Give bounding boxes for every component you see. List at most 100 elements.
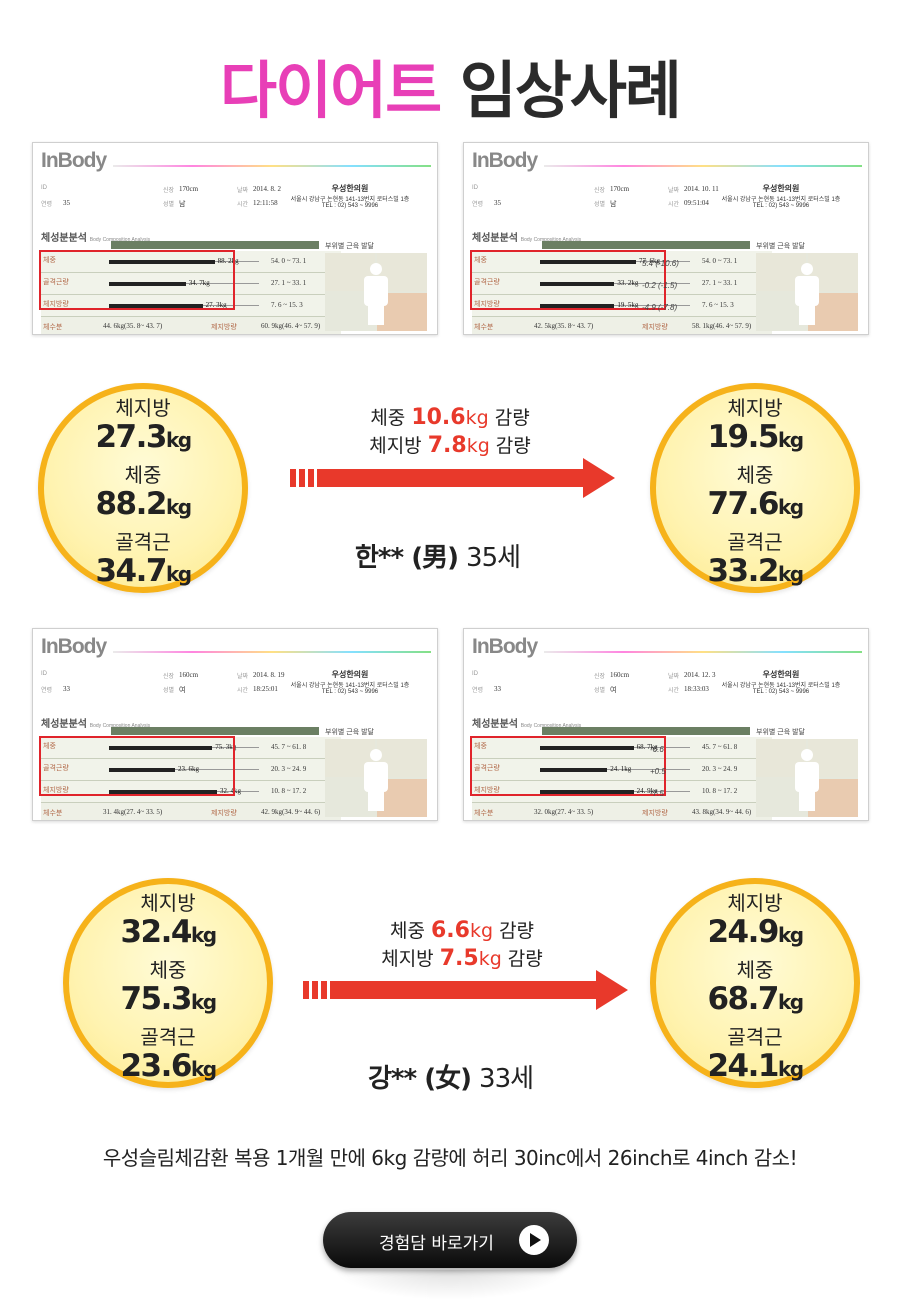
row-range: 20. 3 ~ 24. 9 (702, 765, 738, 773)
composition-rows: 체중 68. 7kg 45. 7 ~ 61. 8 골격근량 24. 1kg 20… (472, 737, 772, 803)
time-label: 시간 (668, 688, 680, 694)
body-icon (793, 263, 821, 325)
fat-label: 체지방 (727, 396, 783, 420)
clinic-name: 우성한의원 (331, 670, 369, 679)
composition-rows: 체중 88. 2kg 54. 0 ~ 73. 1 골격근량 34. 7kg 27… (41, 251, 341, 317)
scale-header (542, 727, 750, 735)
row-label: 골격근량 (43, 279, 69, 286)
patient-label-2: 강** (女) 33세 (368, 1064, 534, 1094)
ffm-label: 제지방량 (211, 323, 237, 331)
report-footer: 체수분 32. 0kg(27. 4~ 33. 5) 제지방량 43. 8kg(3… (472, 803, 772, 820)
segment-body-figure (325, 739, 427, 817)
row-value: 68. 7kg (636, 743, 658, 751)
date-value: 2014. 8. 2 (253, 185, 281, 193)
report-meta: ID 연령 35 신장 170cm 성별 남 날짜 2014. 8. 2 시간 … (41, 183, 429, 213)
age-value: 35 (63, 199, 70, 207)
weight-value: 75.3kg (120, 981, 217, 1017)
clinic-info: 우성한의원 서울시 강남구 논현동 141-13번지 로터스빌 1층 TEL :… (706, 669, 856, 695)
report-footer: 체수분 42. 5kg(35. 8~ 43. 7) 제지방량 58. 1kg(4… (472, 317, 772, 334)
weight-row: 체중 68. 7kg 45. 7 ~ 61. 8 (472, 737, 772, 759)
row-range: 27. 1 ~ 33. 1 (702, 279, 738, 287)
clinic-phone: TEL : 02) 543 ~ 9996 (752, 203, 810, 209)
row-label: 체지방량 (43, 301, 69, 308)
muscle-value: 23.6kg (120, 1048, 217, 1084)
segment-body-figure (325, 253, 427, 331)
section-title: 체성분분석 Body Composition Analysis (41, 719, 151, 730)
value-bar (109, 790, 217, 794)
ffm-label: 제지방량 (642, 323, 668, 331)
sex-value: 남 (610, 200, 617, 208)
age-value: 33 (494, 685, 501, 693)
ffm-value: 58. 1kg(46. 4~ 57. 9) (692, 322, 752, 330)
after-circle-2: 체지방 24.9kg 체중 68.7kg 골격근 24.1kg (650, 878, 860, 1088)
summary-text: 우성슬림체감환 복용 1개월 만에 6kg 감량에 허리 30inc에서 26i… (102, 1146, 798, 1170)
highlight-box (39, 250, 235, 310)
time-label: 시간 (668, 202, 680, 208)
value-bar (540, 790, 634, 794)
row-label: 골격근량 (474, 765, 500, 772)
time-value: 09:51:04 (684, 199, 709, 207)
ffm-label: 제지방량 (211, 809, 237, 817)
sex-value: 여 (610, 686, 617, 694)
clinic-name: 우성한의원 (762, 184, 800, 193)
scale-header (111, 727, 319, 735)
fat-label: 체지방 (140, 891, 196, 915)
muscle-value: 34.7kg (95, 553, 192, 589)
age-label: 연령 (472, 688, 484, 694)
ffm-label: 제지방량 (642, 809, 668, 817)
value-bar (109, 768, 175, 772)
muscle-label: 골격근 (115, 530, 171, 554)
page-title: 다이어트 임상사례 (0, 40, 900, 130)
height-label: 신장 (594, 188, 606, 194)
row-range: 27. 1 ~ 33. 1 (271, 279, 307, 287)
after-circle-1: 체지방 19.5kg 체중 77.6kg 골격근 33.2kg (650, 383, 860, 593)
fat-row: 체지방량 27. 3kg 7. 6 ~ 15. 3 (41, 295, 341, 317)
clinic-address: 서울시 강남구 논현동 141-13번지 로터스빌 1층 (721, 683, 841, 689)
date-label: 날짜 (668, 674, 680, 680)
row-value: 32. 4kg (220, 787, 241, 795)
play-icon (519, 1225, 549, 1255)
clinic-phone: TEL : 02) 543 ~ 9996 (752, 689, 810, 695)
handwritten-note: -4.9 (-7.8) (642, 303, 678, 312)
date-value: 2014. 10. 11 (684, 185, 719, 193)
sex-label: 성별 (594, 688, 606, 694)
clinic-info: 우성한의원 서울시 강남구 논현동 141-13번지 로터스빌 1층 TEL :… (706, 183, 856, 209)
handwritten-note: -0.2 (-1.5) (642, 281, 678, 290)
inbody-logo: InBody (41, 149, 107, 172)
height-value: 170cm (610, 185, 630, 193)
value-bar (540, 282, 615, 286)
water-label: 체수분 (474, 323, 494, 331)
change-fat: 체지방 7.5kg 감량 (381, 946, 543, 971)
change-summary-1: 체중 10.6kg 감량 체지방 7.8kg 감량 (350, 404, 550, 460)
water-label: 체수분 (43, 809, 63, 817)
row-range: 20. 3 ~ 24. 9 (271, 765, 307, 773)
row-label: 체중 (43, 743, 56, 750)
id-label: ID (472, 671, 478, 677)
row-value: 24. 1kg (610, 765, 632, 773)
age-label: 연령 (41, 202, 53, 208)
testimonial-button[interactable]: 경험담 바로가기 (323, 1212, 577, 1268)
row-range: 10. 8 ~ 17. 2 (271, 787, 307, 795)
row-label: 체지방량 (43, 787, 69, 794)
muscle-row: 골격근량 33. 2kg 27. 1 ~ 33. 1 (472, 273, 772, 295)
muscle-value: 33.2kg (707, 553, 804, 589)
weight-value: 88.2kg (95, 486, 192, 522)
time-value: 12:11:58 (253, 199, 278, 207)
date-label: 날짜 (237, 674, 249, 680)
section-title: 체성분분석 Body Composition Analysis (472, 233, 582, 244)
clinic-name: 우성한의원 (331, 184, 369, 193)
segment-title: 부위별 근육 발달 (325, 243, 374, 250)
highlight-box (470, 250, 666, 310)
button-reflection (333, 1270, 567, 1300)
date-value: 2014. 12. 3 (684, 671, 716, 679)
fat-value: 24.9kg (707, 914, 804, 950)
muscle-row: 골격근량 34. 7kg 27. 1 ~ 33. 1 (41, 273, 341, 295)
highlight-box (470, 736, 666, 796)
change-summary-2: 체중 6.6kg 감량 체지방 7.5kg 감량 (362, 917, 562, 973)
age-label: 연령 (472, 202, 484, 208)
row-value: 75. 3kg (215, 743, 237, 751)
muscle-row: 골격근량 24. 1kg 20. 3 ~ 24. 9 (472, 759, 772, 781)
value-bar (109, 304, 203, 308)
time-label: 시간 (237, 202, 249, 208)
height-value: 160cm (610, 671, 630, 679)
